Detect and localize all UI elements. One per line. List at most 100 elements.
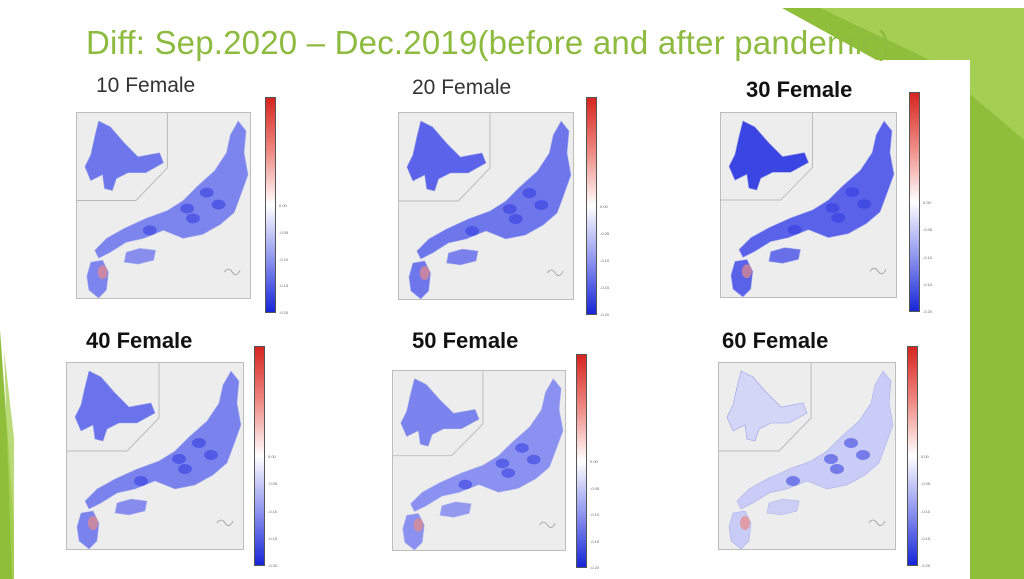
prefecture-patch [526,454,541,465]
inset-frame [393,371,484,457]
colorbar-tick-label: 0.00 [590,459,598,464]
prefecture-patch-red [740,516,750,530]
colorbar-tick-label: -0.10 [590,512,600,517]
annotation-mark [539,521,556,528]
prefecture-patch [786,476,800,486]
prefecture-patch [204,450,218,460]
japan-map-graphic [719,363,894,549]
colorbar-tick-label: -0.20 [923,309,933,314]
shikoku-region [766,498,800,516]
colorbar-tick-label: -0.05 [923,227,933,233]
slide-title: Diff: Sep.2020 – Dec.2019(before and aft… [86,24,891,61]
honshu-region [410,378,564,512]
annotation-mark [869,267,887,275]
prefecture-patch [844,438,858,448]
prefecture-patch [192,438,206,448]
map-japan [398,112,574,300]
prefecture-patch-red [419,266,430,280]
shikoku-region [123,247,156,265]
honshu-region [94,120,249,259]
prefecture-patch [787,224,802,235]
colorbar-tick-label: -0.20 [279,310,289,315]
inset-frame [77,113,168,202]
prefecture-patch [142,225,157,236]
map-japan [718,362,896,550]
prefecture-patch [211,199,226,210]
honshu-region [738,120,895,258]
colorbar-tick-label: -0.10 [279,256,289,262]
prefecture-patch [495,458,510,469]
prefecture-patch [522,188,537,198]
panel-label: 50 Female [412,328,519,353]
colorbar: 0.00 -0.05 -0.10 -0.15 -0.20 [265,97,288,315]
panel-label: 60 Female [722,328,829,353]
prefecture-patch [824,454,838,464]
prefecture-patch [178,464,192,474]
colorbar-tick-label: -0.15 [600,285,610,290]
japan-map-graphic [393,371,564,550]
prefecture-patch [845,187,860,198]
shikoku-region [439,501,472,518]
colorbar: 0.00 -0.05 -0.10 -0.15 -0.20 [909,92,932,314]
hokkaido-region [400,378,480,447]
colorbar-tick-label: 0.00 [279,203,287,208]
prefecture-patch [856,450,870,460]
colorbar: 0.00 -0.05 -0.10 -0.15 -0.20 [254,346,277,568]
colorbar-tick-label: -0.15 [921,535,931,541]
prefecture-patch [857,199,872,209]
kyushu-region [730,259,754,297]
prefecture-patch [502,204,517,214]
japan-map-graphic [721,113,895,297]
map-japan [66,362,244,550]
colorbar-tick-label: 0.00 [600,204,608,209]
honshu-region [84,370,242,510]
inset-frame [719,363,812,452]
prefecture-patch [199,187,214,198]
prefecture-patch [825,203,840,213]
panel-label: 40 Female [86,328,193,353]
annotation-mark [868,519,886,526]
inset-frame [67,363,160,452]
japan-map-graphic [67,363,242,549]
shikoku-region [768,247,801,264]
honshu-region [736,370,894,510]
colorbar-tick-label: -0.20 [590,565,600,570]
kyushu-region [728,510,752,549]
japan-map-graphic [77,113,249,298]
inset-frame [399,113,491,202]
japan-map-graphic [399,113,572,299]
colorbar: 0.00 -0.05 -0.10 -0.15 -0.20 [586,97,609,317]
kyushu-region [408,260,431,299]
colorbar-tick-label: -0.05 [921,481,931,487]
colorbar-tick-label: -0.15 [590,538,600,544]
map-japan [720,112,897,298]
kyushu-region [86,259,109,298]
annotation-mark [224,268,241,276]
prefecture-patch-red [741,264,752,279]
colorbar-tick-label: -0.10 [923,254,933,260]
map-japan [76,112,251,299]
colorbar-tick-label: 0.00 [921,454,929,459]
shikoku-region [446,248,479,266]
annotation-mark [546,269,564,276]
inset-frame [721,113,813,201]
prefecture-patch [465,226,480,236]
map-japan [392,370,566,551]
panel-label: 30 Female [746,77,853,102]
colorbar-tick-label: 0.00 [268,454,276,459]
prefecture-patch-red [97,265,108,280]
prefecture-patch [831,212,846,223]
colorbar-tick-label: -0.10 [600,258,610,263]
colorbar: 0.00 -0.05 -0.10 -0.15 -0.20 [907,346,930,568]
prefecture-patch [172,454,186,464]
colorbar-tick-label: -0.05 [268,481,278,487]
prefecture-patch [186,213,200,224]
prefecture-patch-red [413,518,424,532]
honshu-region [416,120,572,260]
colorbar-tick-label: -0.10 [921,508,931,514]
hokkaido-region [726,370,808,442]
colorbar-tick-label: -0.15 [268,535,278,541]
prefecture-patch-red [88,516,98,530]
hokkaido-region [74,370,156,442]
colorbar-tick-label: -0.20 [268,563,278,568]
